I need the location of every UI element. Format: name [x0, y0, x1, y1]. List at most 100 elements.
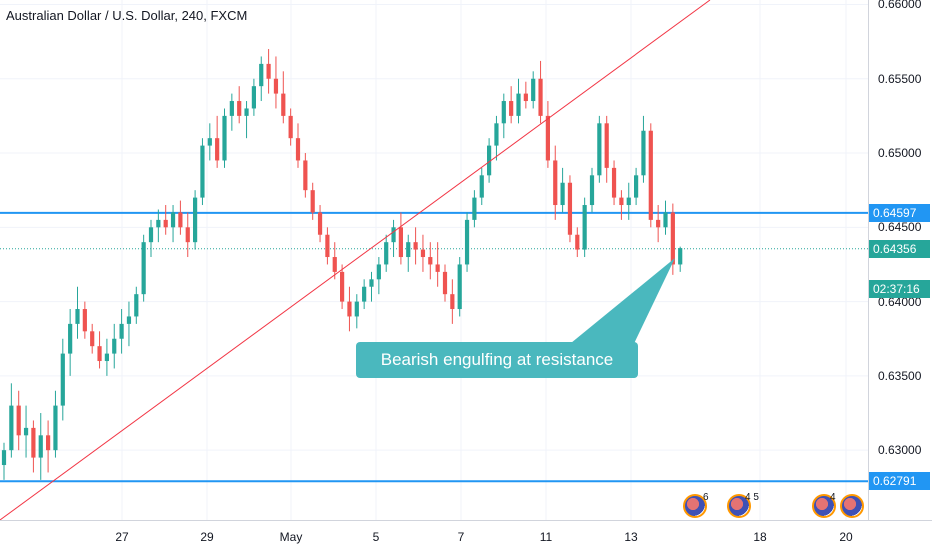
candle[interactable]: [604, 115, 609, 183]
candle[interactable]: [215, 115, 220, 168]
candle[interactable]: [244, 101, 249, 139]
candle[interactable]: [450, 279, 455, 324]
candle[interactable]: [538, 60, 543, 124]
candle[interactable]: [178, 200, 183, 235]
candle[interactable]: [251, 78, 256, 116]
candle[interactable]: [413, 227, 418, 265]
candle[interactable]: [523, 81, 528, 109]
candle[interactable]: [560, 167, 565, 213]
candle[interactable]: [597, 115, 602, 183]
candle[interactable]: [545, 101, 550, 168]
candle[interactable]: [479, 167, 484, 206]
time-axis[interactable]: [0, 520, 932, 551]
candle[interactable]: [641, 115, 646, 183]
candle[interactable]: [656, 205, 661, 243]
candle[interactable]: [31, 420, 36, 473]
candle[interactable]: [369, 271, 374, 302]
candle[interactable]: [325, 227, 330, 265]
candle[interactable]: [266, 49, 271, 94]
candle[interactable]: [141, 234, 146, 302]
candle[interactable]: [420, 234, 426, 272]
candle[interactable]: [200, 138, 205, 206]
candle[interactable]: [384, 234, 389, 272]
candle[interactable]: [435, 242, 440, 287]
candle[interactable]: [9, 383, 14, 458]
candle[interactable]: [222, 108, 227, 168]
us-flag-icon[interactable]: [812, 494, 836, 518]
candle[interactable]: [472, 190, 477, 228]
candle[interactable]: [611, 160, 617, 206]
candle[interactable]: [23, 405, 29, 458]
candle[interactable]: [487, 138, 492, 183]
candle[interactable]: [90, 323, 95, 354]
candle[interactable]: [406, 234, 411, 272]
candle[interactable]: [376, 257, 381, 295]
candle[interactable]: [531, 71, 536, 109]
candle[interactable]: [501, 93, 506, 139]
candle[interactable]: [626, 182, 631, 220]
candle[interactable]: [193, 190, 198, 250]
candle[interactable]: [678, 246, 683, 272]
candle[interactable]: [317, 205, 323, 243]
candle[interactable]: [567, 175, 573, 243]
candle[interactable]: [391, 219, 396, 258]
candle[interactable]: [207, 123, 212, 161]
us-flag-icon[interactable]: [683, 494, 707, 518]
candle[interactable]: [670, 203, 675, 275]
candle[interactable]: [398, 212, 403, 265]
candle[interactable]: [60, 338, 65, 421]
candle[interactable]: [53, 390, 58, 458]
candle[interactable]: [82, 301, 87, 339]
candle[interactable]: [229, 93, 234, 131]
candle[interactable]: [75, 286, 80, 339]
candle[interactable]: [310, 182, 315, 220]
candle[interactable]: [288, 108, 293, 146]
candle[interactable]: [68, 309, 73, 376]
candle[interactable]: [619, 190, 624, 220]
candle[interactable]: [38, 413, 43, 480]
candle[interactable]: [362, 279, 367, 310]
candle[interactable]: [464, 212, 470, 272]
candle[interactable]: [163, 205, 168, 235]
candle[interactable]: [281, 71, 286, 124]
trendline[interactable]: [0, 0, 711, 521]
candle[interactable]: [148, 219, 154, 258]
candle[interactable]: [46, 420, 51, 473]
candle[interactable]: [648, 123, 653, 228]
candle[interactable]: [156, 209, 161, 243]
candle[interactable]: [119, 309, 124, 354]
candle[interactable]: [589, 167, 595, 213]
candle[interactable]: [575, 227, 580, 258]
candle[interactable]: [170, 205, 176, 243]
candle[interactable]: [354, 294, 359, 329]
candle[interactable]: [509, 86, 514, 124]
candle[interactable]: [303, 153, 308, 198]
annotation-callout[interactable]: Bearish engulfing at resistance: [356, 342, 638, 378]
candle[interactable]: [340, 264, 345, 310]
candle[interactable]: [259, 56, 264, 102]
candle[interactable]: [332, 242, 337, 280]
candle[interactable]: [237, 86, 242, 124]
candle[interactable]: [663, 200, 668, 235]
candle[interactable]: [104, 338, 109, 376]
candle[interactable]: [1, 442, 7, 480]
candle[interactable]: [494, 115, 499, 161]
us-flag-icon[interactable]: [727, 494, 751, 518]
candle[interactable]: [442, 264, 448, 302]
price-axis[interactable]: [868, 0, 932, 520]
candle[interactable]: [273, 56, 279, 109]
candle[interactable]: [553, 145, 558, 220]
candle[interactable]: [295, 123, 301, 168]
candle[interactable]: [134, 286, 139, 324]
candle[interactable]: [97, 331, 102, 369]
candle[interactable]: [457, 257, 462, 317]
candle[interactable]: [582, 197, 587, 258]
candle[interactable]: [126, 301, 132, 347]
candle[interactable]: [428, 242, 433, 280]
candle[interactable]: [16, 390, 21, 451]
candle[interactable]: [634, 167, 639, 206]
candle[interactable]: [516, 78, 521, 124]
candle[interactable]: [185, 212, 190, 258]
